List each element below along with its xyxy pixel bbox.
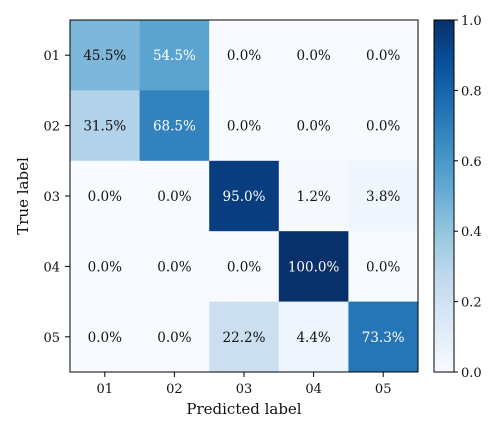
y-tick-label-05: 05 — [43, 331, 60, 346]
heatmap-cells — [69, 19, 419, 373]
x-axis-ticks: 01 02 03 04 05 — [97, 372, 392, 397]
cell-label-03-03: 95.0% — [223, 189, 266, 205]
cell-label-01-01: 45.5% — [83, 48, 126, 64]
cell-04-04 — [278, 231, 349, 303]
cell-label-04-05: 0.0% — [366, 259, 400, 275]
y-tick-label-03: 03 — [43, 190, 60, 205]
y-tick-label-02: 02 — [43, 120, 60, 135]
cell-label-05-04: 4.4% — [296, 330, 330, 346]
cell-01-04 — [278, 20, 349, 91]
cell-05-03 — [209, 301, 280, 373]
x-tick-label-03: 03 — [236, 382, 253, 397]
x-tick-label-01: 01 — [97, 382, 114, 397]
cell-01-05 — [348, 20, 419, 91]
cell-01-01 — [70, 20, 141, 91]
cell-03-03 — [209, 160, 280, 232]
colorbar: 0.0 0.2 0.4 0.6 0.8 1.0 — [433, 14, 482, 381]
cell-02-02 — [139, 90, 210, 162]
cell-04-01 — [70, 231, 141, 303]
cell-02-01 — [70, 90, 141, 162]
cell-label-05-02: 0.0% — [157, 330, 191, 346]
cell-label-05-03: 22.2% — [223, 330, 266, 346]
cell-label-01-04: 0.0% — [296, 48, 330, 64]
y-tick-label-01: 01 — [43, 49, 60, 64]
cell-03-04 — [278, 160, 349, 232]
cell-label-01-05: 0.0% — [366, 48, 400, 64]
cell-05-01 — [70, 301, 141, 373]
cell-02-05 — [348, 90, 419, 162]
x-tick-label-02: 02 — [166, 382, 183, 397]
colorbar-tick-label-0.8: 0.8 — [461, 84, 482, 99]
cell-01-03 — [209, 20, 280, 91]
cell-label-04-03: 0.0% — [227, 259, 261, 275]
y-axis-ticks: 01 02 03 04 05 — [43, 49, 70, 346]
colorbar-gradient — [433, 19, 455, 373]
x-tick-label-05: 05 — [375, 382, 392, 397]
x-tick-label-04: 04 — [305, 382, 322, 397]
cell-label-02-03: 0.0% — [227, 119, 261, 135]
cell-04-05 — [348, 231, 419, 303]
cell-label-03-05: 3.8% — [366, 189, 400, 205]
cell-04-02 — [139, 231, 210, 303]
cell-label-01-02: 54.5% — [153, 48, 196, 64]
cell-05-02 — [139, 301, 210, 373]
cell-03-02 — [139, 160, 210, 232]
y-tick-label-04: 04 — [43, 260, 60, 275]
cell-label-04-01: 0.0% — [88, 259, 122, 275]
cell-05-04 — [278, 301, 349, 373]
cell-label-02-05: 0.0% — [366, 119, 400, 135]
colorbar-tick-label-0.0: 0.0 — [461, 366, 482, 381]
cell-label-02-04: 0.0% — [296, 119, 330, 135]
cell-label-02-01: 31.5% — [83, 119, 126, 135]
cell-label-04-02: 0.0% — [157, 259, 191, 275]
cell-label-04-04: 100.0% — [288, 259, 340, 275]
cell-label-03-01: 0.0% — [88, 189, 122, 205]
x-axis-label: Predicted label — [186, 400, 301, 418]
cell-04-03 — [209, 231, 280, 303]
cell-03-05 — [348, 160, 419, 232]
colorbar-tick-label-0.6: 0.6 — [461, 155, 482, 170]
cell-label-05-05: 73.3% — [362, 330, 405, 346]
heatmap-cell-labels: 45.5% 54.5% 0.0% 0.0% 0.0% 31.5% 68.5% 0.0% 0.0%… — [83, 48, 404, 346]
cell-label-03-02: 0.0% — [157, 189, 191, 205]
cell-05-05 — [348, 301, 419, 373]
cell-02-04 — [278, 90, 349, 162]
cell-label-01-03: 0.0% — [227, 48, 261, 64]
cell-02-03 — [209, 90, 280, 162]
colorbar-tick-label-0.4: 0.4 — [461, 225, 482, 240]
y-axis-label: True label — [14, 157, 32, 235]
cell-label-05-01: 0.0% — [88, 330, 122, 346]
cell-label-02-02: 68.5% — [153, 119, 196, 135]
colorbar-tick-label-1.0: 1.0 — [461, 14, 482, 29]
cell-01-02 — [139, 20, 210, 91]
colorbar-tick-label-0.2: 0.2 — [461, 296, 482, 311]
cell-03-01 — [70, 160, 141, 232]
cell-label-03-04: 1.2% — [296, 189, 330, 205]
